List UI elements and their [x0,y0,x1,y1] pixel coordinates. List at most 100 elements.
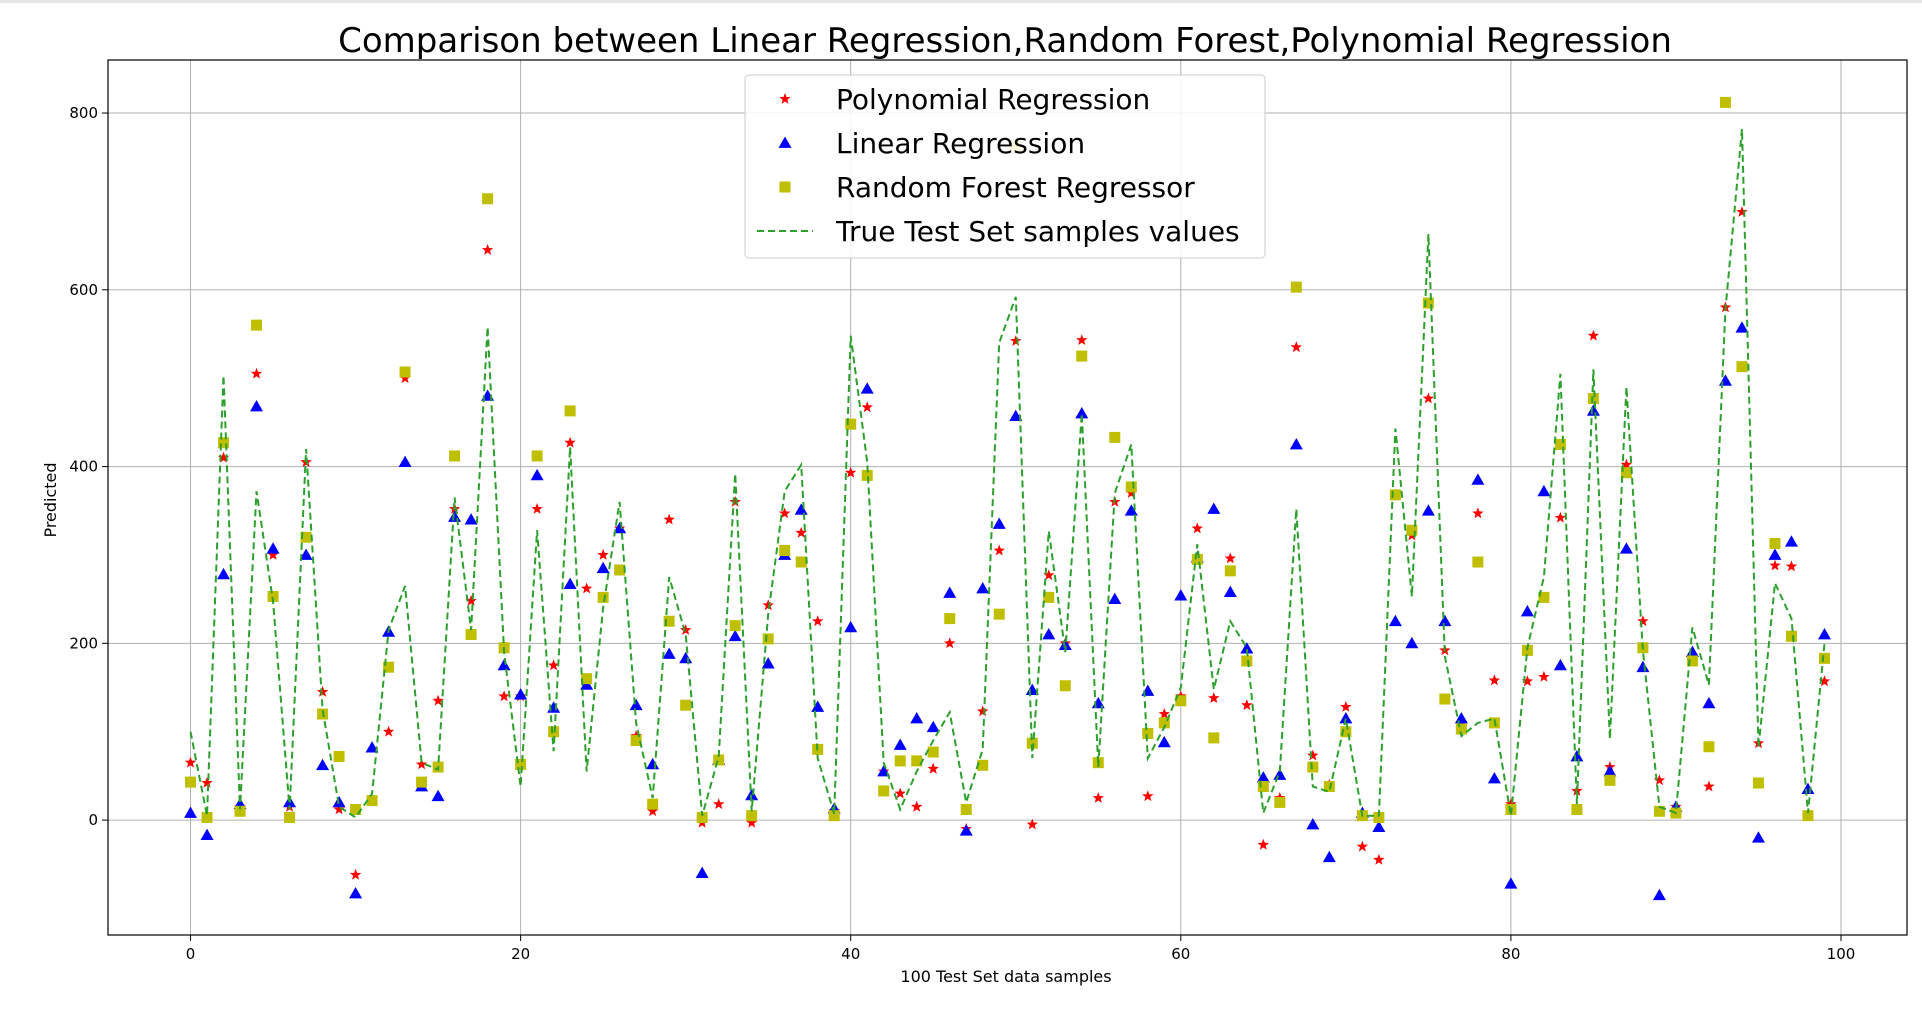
data-point-polynomial-regression [1191,522,1203,534]
series-layer [184,96,1831,901]
x-axis-label: 100 Test Set data samples [900,967,1111,986]
data-point-linear-regression [1421,504,1435,516]
data-point-random-forest-regressor [1653,805,1665,817]
data-point-polynomial-regression [1010,335,1022,346]
data-point-random-forest-regressor [960,803,972,815]
data-point-linear-regression [1289,437,1303,450]
data-point-linear-regression [926,720,940,733]
data-point-polynomial-regression [1142,790,1154,802]
data-point-linear-regression [1339,711,1353,724]
data-point-polynomial-regression [1422,392,1435,404]
series-polynomial-regression [184,206,1831,880]
data-point-linear-regression [1718,374,1732,386]
data-point-linear-regression [250,399,264,412]
data-point-random-forest-regressor [284,811,296,823]
data-point-polynomial-regression [1257,838,1269,850]
data-point-random-forest-regressor [1472,556,1484,568]
data-point-linear-regression [1784,535,1798,547]
data-point-random-forest-regressor [779,545,791,557]
data-point-linear-regression [1042,627,1056,640]
data-point-polynomial-regression [894,787,906,799]
data-point-random-forest-regressor [531,450,543,462]
data-point-linear-regression [217,567,231,580]
data-point-random-forest-regressor [1604,774,1616,786]
data-point-polynomial-regression [564,436,576,448]
legend-label: Linear Regression [836,127,1085,160]
data-point-random-forest-regressor [267,590,279,602]
data-point-linear-regression [1009,409,1023,422]
data-point-linear-regression [1207,502,1221,514]
data-point-linear-regression [1454,711,1468,724]
data-point-polynomial-regression [382,725,395,737]
data-point-linear-regression [1537,484,1551,497]
data-point-random-forest-regressor [696,811,708,823]
y-tick-label: 400 [69,458,98,476]
data-point-random-forest-regressor [1307,761,1319,773]
data-point-random-forest-regressor [234,805,246,817]
data-point-random-forest-regressor [185,776,197,788]
data-point-polynomial-regression [762,599,774,611]
data-point-polynomial-regression [795,526,807,538]
data-point-linear-regression [530,468,544,481]
data-point-polynomial-regression [1488,674,1501,686]
data-point-linear-regression [1058,638,1072,650]
axis-ticks: 0 20 40 60 80 100 0 200 400 600 800 [69,104,1855,963]
legend-swatch [778,136,792,148]
data-point-polynomial-regression [1620,458,1633,470]
data-point-random-forest-regressor [746,810,758,822]
data-point-linear-regression [1570,749,1584,762]
data-point-polynomial-regression [1653,774,1666,786]
data-point-random-forest-regressor [1059,680,1071,692]
data-point-linear-regression [761,657,775,669]
data-point-polynomial-regression [1554,511,1567,523]
data-point-random-forest-regressor [1026,737,1038,749]
data-point-random-forest-regressor [630,735,642,747]
data-point-linear-regression [1223,585,1237,597]
data-point-polynomial-regression [1769,559,1781,571]
data-point-polynomial-regression [1818,675,1831,687]
data-point-random-forest-regressor [1719,96,1731,108]
data-point-polynomial-regression [333,803,345,815]
data-point-random-forest-regressor [1406,524,1418,536]
data-point-random-forest-regressor [729,620,741,632]
data-point-linear-regression [1157,735,1171,748]
data-point-random-forest-regressor [449,450,461,462]
data-point-linear-regression [1553,658,1567,671]
data-point-polynomial-regression [415,758,428,770]
data-point-linear-regression [1603,764,1617,777]
legend-label: Random Forest Regressor [836,171,1195,204]
data-point-polynomial-regression [349,868,362,880]
data-point-random-forest-regressor [1257,781,1269,793]
data-point-linear-regression [1504,877,1518,889]
data-point-random-forest-regressor [1785,630,1797,642]
legend-label: True Test Set samples values [835,215,1240,248]
data-point-linear-regression [596,561,610,574]
data-point-random-forest-regressor [878,785,890,797]
data-point-random-forest-regressor [366,795,378,807]
data-point-random-forest-regressor [1769,537,1781,549]
data-point-polynomial-regression [911,800,923,812]
data-point-linear-regression [316,758,330,771]
data-point-polynomial-regression [1373,853,1385,865]
data-point-polynomial-regression [1043,569,1055,581]
data-point-random-forest-regressor [1818,652,1830,664]
data-point-random-forest-regressor [1521,644,1533,656]
data-point-linear-regression [794,503,808,515]
x-tick-label: 80 [1501,945,1520,963]
data-point-polynomial-regression [547,659,560,671]
data-point-random-forest-regressor [1125,481,1137,493]
series-true-test-set-samples-values [189,128,1826,819]
legend-box [744,74,1266,259]
data-point-linear-regression [1471,473,1485,485]
data-point-linear-regression [1586,404,1600,416]
data-point-linear-regression [629,698,643,711]
data-point-polynomial-regression [597,548,609,560]
data-point-linear-regression [646,757,660,770]
data-point-polynomial-regression [1224,552,1236,564]
data-point-random-forest-regressor [564,405,576,417]
data-point-polynomial-regression [812,615,824,627]
data-point-linear-regression [448,510,462,522]
data-point-polynomial-regression [498,690,510,702]
data-point-polynomial-regression [944,637,956,649]
data-point-random-forest-regressor [614,564,626,576]
